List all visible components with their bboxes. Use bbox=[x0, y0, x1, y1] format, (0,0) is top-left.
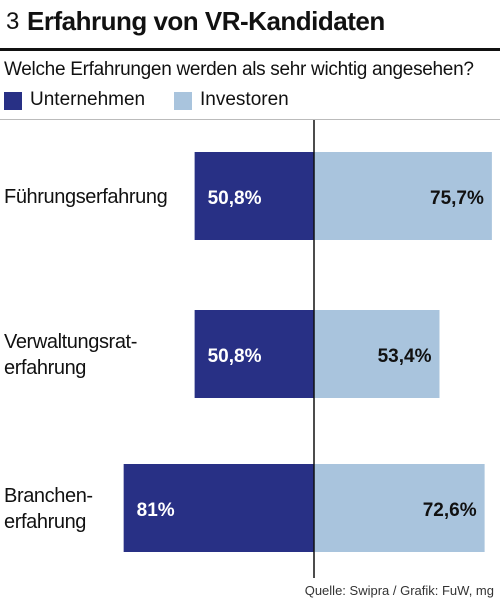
bar-unternehmen-fuehrungserfahrung bbox=[194, 152, 314, 240]
chart-number: 3 bbox=[6, 8, 20, 35]
legend: Unternehmen Investoren bbox=[4, 89, 404, 113]
category-label-branchenerfahrung-line2: erfahrung bbox=[4, 511, 86, 533]
data-label-investoren-fuehrungserfahrung: 75,7% bbox=[430, 188, 484, 209]
data-label-unternehmen-verwaltungsraterfahrung: 50,8% bbox=[208, 346, 262, 367]
chart-subtitle: Welche Erfahrungen werden als sehr wicht… bbox=[4, 59, 474, 80]
legend-swatch-unternehmen bbox=[4, 92, 22, 110]
data-label-unternehmen-fuehrungserfahrung: 50,8% bbox=[208, 188, 262, 209]
bar-investoren-branchenerfahrung bbox=[314, 464, 485, 552]
bar-unternehmen-verwaltungsraterfahrung bbox=[194, 310, 314, 398]
source-note: Quelle: Swipra / Grafik: FuW, mg bbox=[304, 583, 494, 598]
bar-chart: Führungserfahrung 50,8% 75,7% Verwaltungsra… bbox=[4, 120, 492, 578]
data-label-investoren-verwaltungsraterfahrung: 53,4% bbox=[378, 346, 432, 367]
bar-investoren-verwaltungsraterfahrung bbox=[314, 310, 440, 398]
category-label-verwaltungsraterfahrung-line1: Verwaltungsrat- bbox=[4, 331, 137, 353]
category-label-fuehrungserfahrung: Führungserfahrung bbox=[4, 186, 167, 208]
bar-unternehmen-branchenerfahrung bbox=[123, 464, 315, 552]
bar-investoren-fuehrungserfahrung bbox=[314, 152, 492, 240]
category-label-verwaltungsraterfahrung-line2: erfahrung bbox=[4, 357, 86, 379]
legend-swatch-investoren bbox=[174, 92, 192, 110]
legend-divider bbox=[0, 119, 500, 120]
category-label-branchenerfahrung-line1: Branchen- bbox=[4, 485, 93, 507]
title-rule bbox=[0, 48, 500, 51]
chart-title: Erfahrung von VR-Kandidaten bbox=[27, 6, 385, 36]
data-label-investoren-branchenerfahrung: 72,6% bbox=[423, 500, 477, 521]
legend-label-unternehmen: Unternehmen bbox=[30, 89, 146, 110]
legend-label-investoren: Investoren bbox=[200, 89, 289, 110]
chart-header: 3 Erfahrung von VR-Kandidaten bbox=[0, 0, 500, 46]
data-label-unternehmen-branchenerfahrung: 81% bbox=[137, 500, 175, 521]
